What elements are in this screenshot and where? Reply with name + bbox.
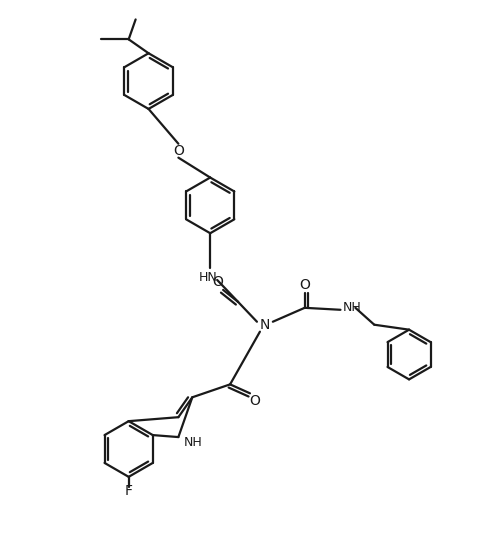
Text: NH: NH bbox=[184, 436, 202, 449]
Text: HN: HN bbox=[199, 271, 217, 284]
Text: O: O bbox=[173, 144, 184, 158]
Text: O: O bbox=[213, 275, 223, 289]
Text: N: N bbox=[260, 318, 270, 332]
Text: O: O bbox=[249, 394, 260, 408]
Text: NH: NH bbox=[342, 301, 361, 315]
Text: O: O bbox=[299, 278, 310, 292]
Text: F: F bbox=[124, 484, 133, 498]
